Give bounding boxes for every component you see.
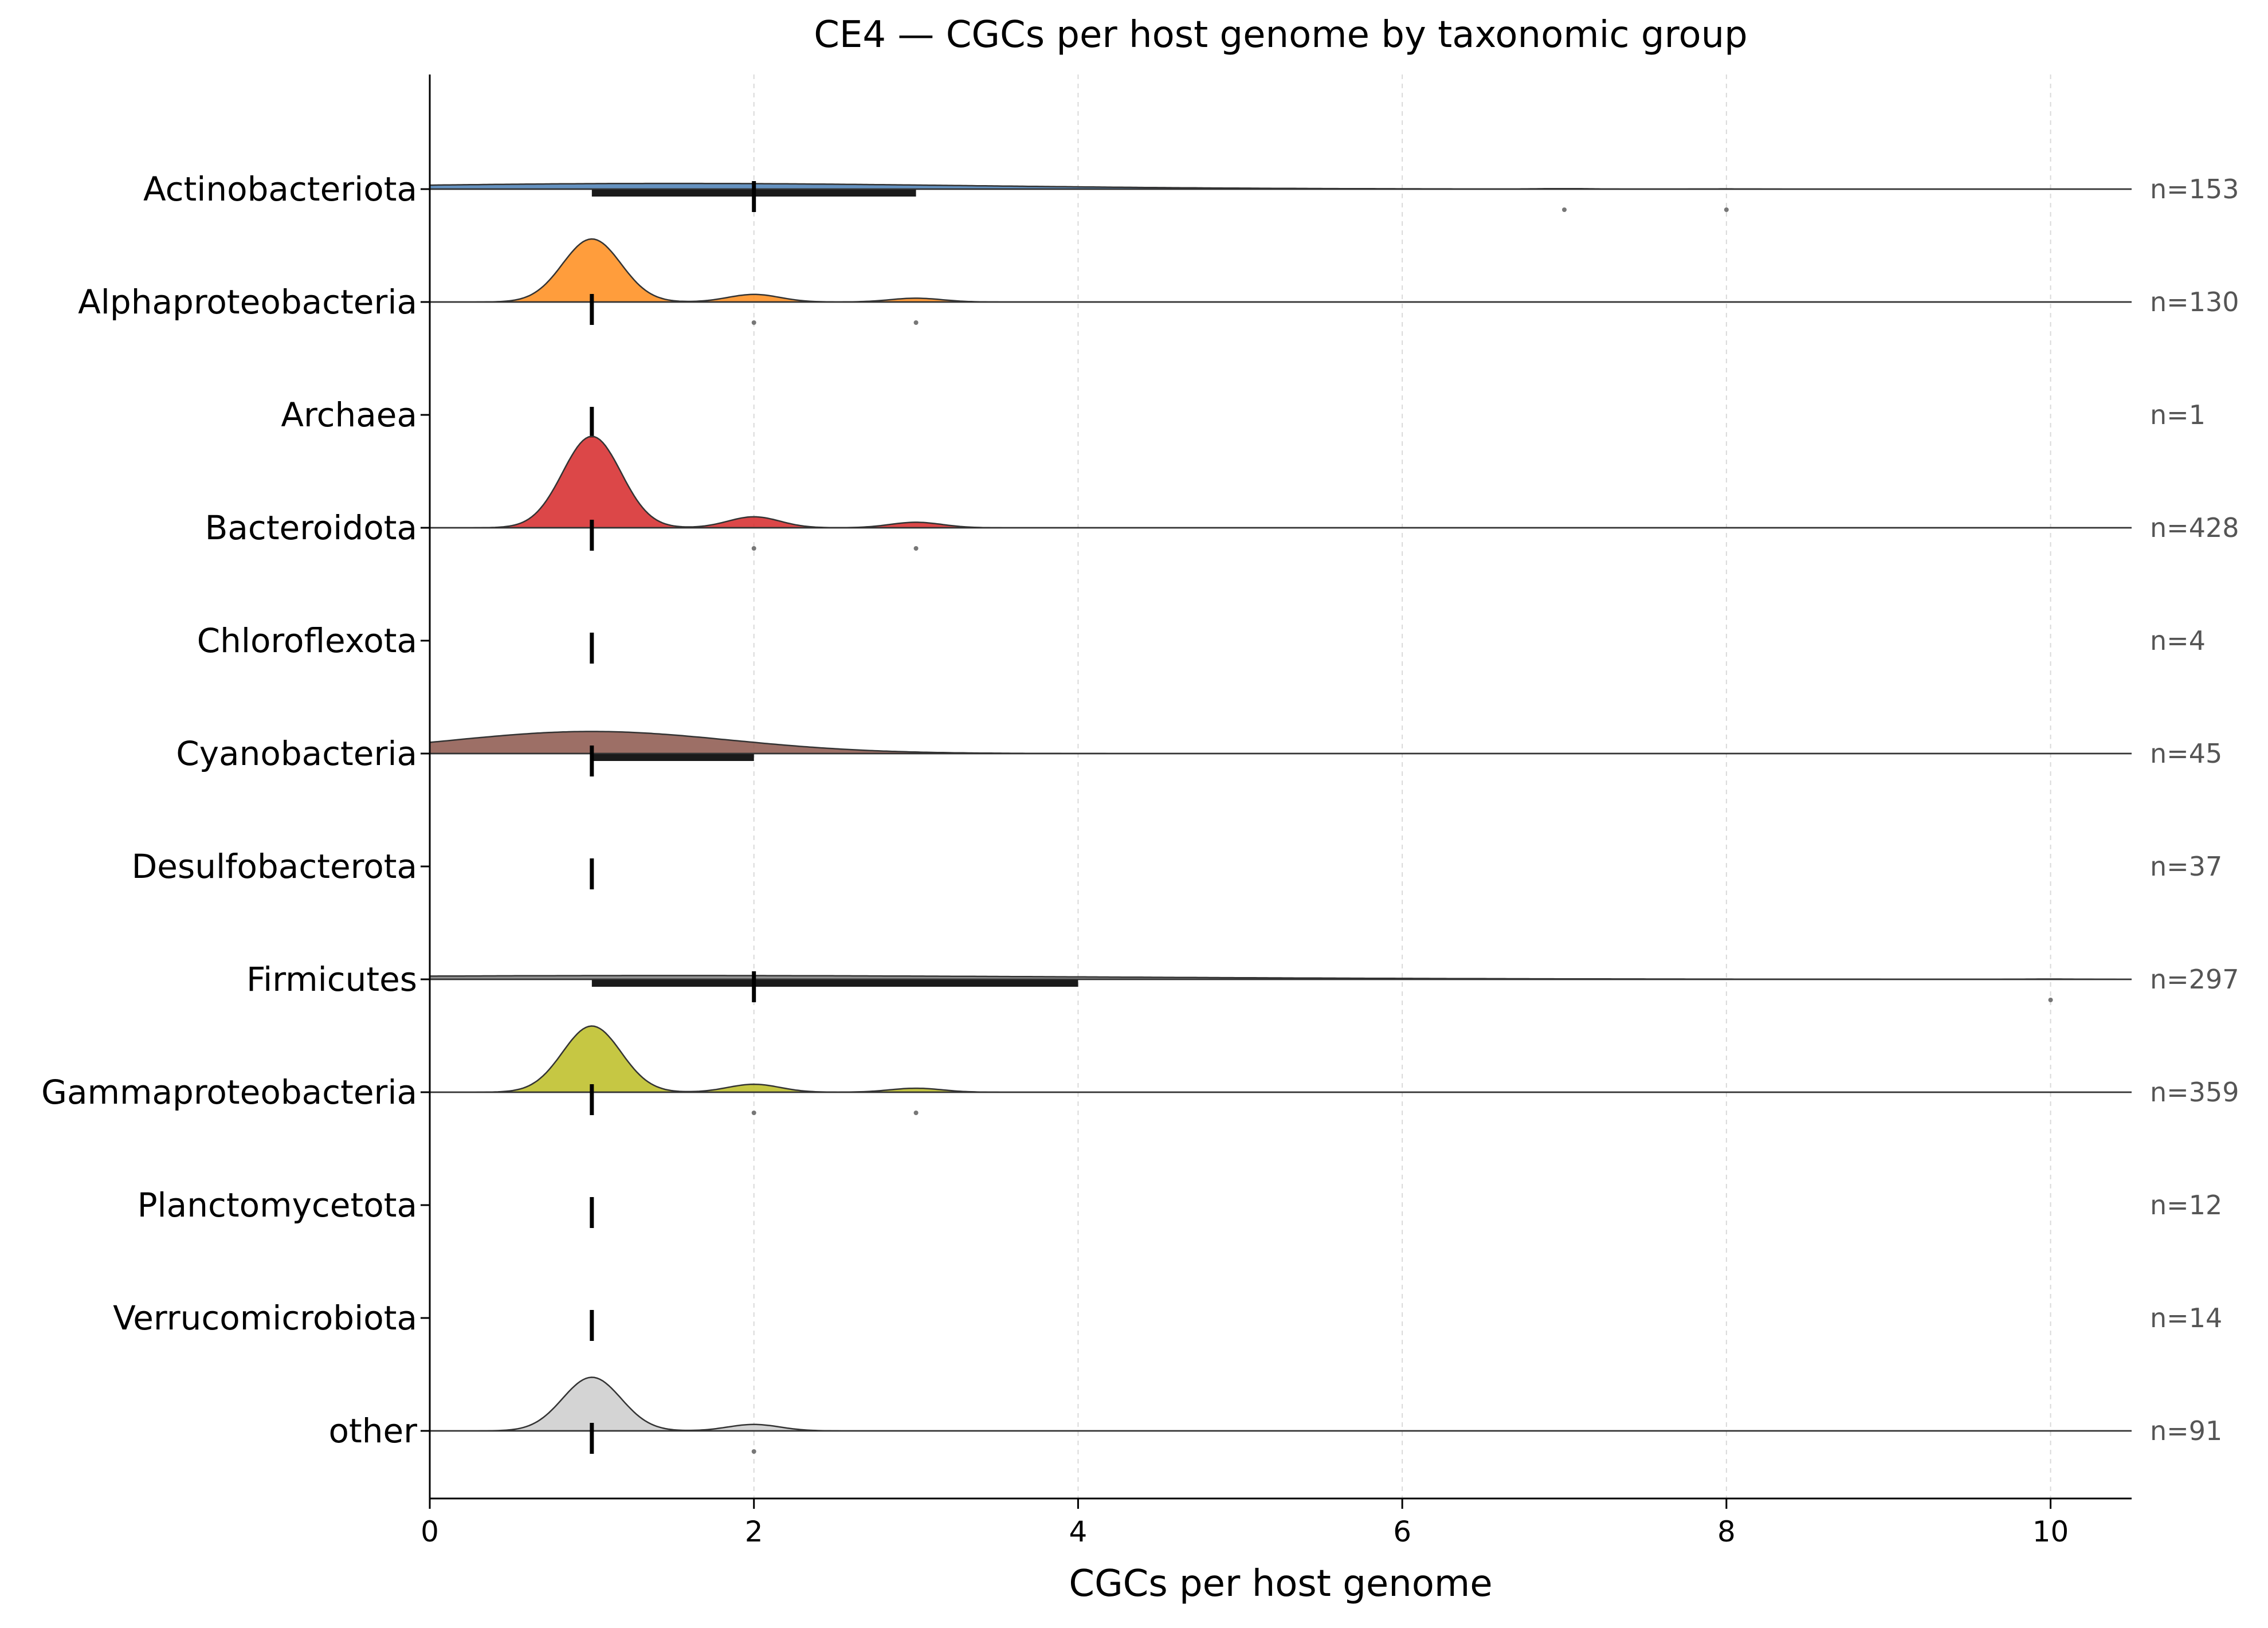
- chart-title: CE4 — CGCs per host genome by taxonomic …: [814, 14, 1748, 56]
- axes-layer: 0 2 4 6 8 10: [421, 74, 2132, 1548]
- x-axis-label: CGCs per host genome: [1069, 1563, 1492, 1605]
- ridge-desulfobacterota: Desulfobacterota n=37: [132, 847, 2222, 889]
- density-curve: [430, 436, 2132, 529]
- category-label: Archaea: [281, 395, 417, 434]
- outlier-point: [2048, 998, 2053, 1002]
- x-tick-label: 4: [1069, 1515, 1088, 1548]
- category-label: Chloroflexota: [197, 621, 417, 660]
- ridge-cyanobacteria: Cyanobacteria n=45: [176, 731, 2222, 776]
- category-label: Firmicutes: [246, 960, 417, 999]
- category-label: Gammaproteobacteria: [41, 1073, 417, 1112]
- x-tick-label: 10: [2032, 1515, 2069, 1548]
- n-label: n=1: [2150, 399, 2206, 430]
- outlier-point: [1562, 207, 1567, 212]
- ridge-chloroflexota: Chloroflexota n=4: [197, 621, 2206, 664]
- iqr-bar: [591, 980, 1078, 987]
- ridges-layer: Actinobacteriota n=153 Alphaproteobacteria…: [41, 170, 2239, 1454]
- n-label: n=14: [2150, 1303, 2222, 1333]
- n-label: n=130: [2150, 287, 2239, 317]
- ridge-alphaproteobacteria: Alphaproteobacteria n=130: [78, 238, 2239, 325]
- n-label: n=359: [2150, 1077, 2239, 1108]
- category-label: Bacteroidota: [205, 508, 417, 547]
- n-label: n=37: [2150, 851, 2222, 882]
- ridge-firmicutes: Firmicutes n=297: [246, 960, 2239, 1002]
- outlier-point: [751, 320, 756, 325]
- outlier-point: [913, 546, 919, 551]
- outlier-point: [751, 1111, 756, 1115]
- category-label: Cyanobacteria: [176, 734, 417, 773]
- density-curve: [429, 731, 2132, 755]
- x-tick-label: 2: [745, 1515, 763, 1548]
- outlier-point: [1724, 207, 1729, 212]
- category-label: Verrucomicrobiota: [113, 1299, 417, 1337]
- density-curve: [429, 182, 2132, 190]
- ridge-bacteroidota: Bacteroidota n=428: [205, 436, 2239, 551]
- category-label: Actinobacteriota: [143, 170, 417, 209]
- x-tick-label: 6: [1393, 1515, 1411, 1548]
- ridge-other: other n=91: [328, 1376, 2222, 1454]
- density-curve: [430, 1376, 2132, 1432]
- density-curve: [430, 238, 2132, 303]
- grid-layer: [753, 74, 2051, 1498]
- outlier-point: [751, 1449, 756, 1454]
- n-label: n=4: [2150, 625, 2206, 656]
- outlier-point: [751, 546, 756, 551]
- category-label: Alphaproteobacteria: [78, 283, 417, 321]
- ridge-verrucomicrobiota: Verrucomicrobiota n=14: [113, 1299, 2222, 1341]
- category-label: Desulfobacterota: [132, 847, 417, 886]
- outlier-point: [913, 1111, 919, 1115]
- category-label: Planctomycetota: [138, 1186, 417, 1225]
- category-label: other: [328, 1411, 417, 1450]
- ridge-gammaproteobacteria: Gammaproteobacteria n=359: [41, 1025, 2239, 1115]
- ridge-archaea: Archaea n=1: [281, 395, 2206, 438]
- n-label: n=45: [2150, 738, 2222, 769]
- ridge-planctomycetota: Planctomycetota n=12: [138, 1186, 2222, 1228]
- n-label: n=91: [2150, 1415, 2222, 1446]
- n-label: n=428: [2150, 512, 2239, 543]
- n-label: n=12: [2150, 1190, 2222, 1221]
- iqr-bar: [591, 754, 754, 761]
- n-label: n=297: [2150, 964, 2239, 995]
- x-tick-label: 0: [421, 1515, 439, 1548]
- x-tick-label: 8: [1717, 1515, 1736, 1548]
- outlier-point: [913, 320, 919, 325]
- density-curve: [430, 1025, 2132, 1093]
- n-label: n=153: [2150, 174, 2239, 205]
- ridge-actinobacteriota: Actinobacteriota n=153: [143, 170, 2239, 212]
